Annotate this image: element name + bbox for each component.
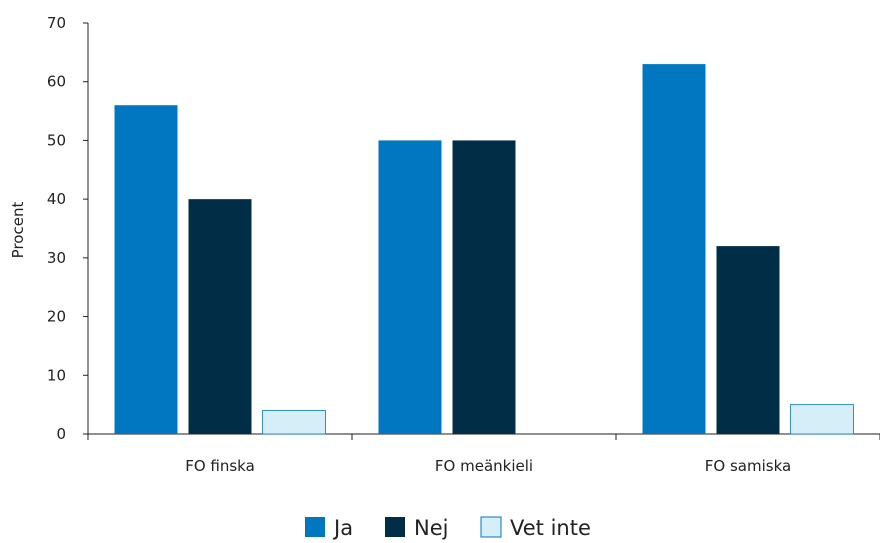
bar-ja-1 bbox=[114, 105, 178, 434]
y-tick-label: 10 bbox=[47, 366, 66, 384]
y-tick-label: 40 bbox=[47, 190, 66, 208]
bars bbox=[114, 64, 854, 435]
bar-vet-inte-3 bbox=[790, 404, 854, 435]
legend-swatch-nej bbox=[385, 517, 405, 537]
y-axis-title: Procent bbox=[9, 202, 27, 259]
legend-swatch-ja bbox=[305, 517, 325, 537]
y-axis: 0 10 20 30 40 50 60 70 bbox=[47, 14, 89, 443]
y-tick-label: 30 bbox=[47, 249, 66, 267]
x-tick-label: FO samiska bbox=[705, 457, 791, 475]
bar-nej-1 bbox=[188, 199, 252, 434]
x-axis: FO finska FO meänkieli FO samiska bbox=[87, 433, 880, 475]
legend-swatch-vet-inte bbox=[480, 516, 502, 538]
y-tick-label: 50 bbox=[47, 131, 66, 149]
bar-ja-2 bbox=[378, 140, 442, 434]
y-tick-label: 60 bbox=[47, 73, 66, 91]
y-tick-label: 0 bbox=[56, 425, 66, 443]
legend: Ja Nej Vet inte bbox=[305, 516, 591, 540]
bar-nej-2 bbox=[452, 140, 516, 434]
legend-label: Nej bbox=[414, 516, 448, 540]
legend-label: Vet inte bbox=[510, 516, 591, 540]
bar-ja-3 bbox=[642, 64, 706, 434]
bar-vet-inte-1 bbox=[262, 410, 326, 435]
y-tick-label: 70 bbox=[47, 14, 66, 32]
bar-nej-3 bbox=[716, 246, 780, 434]
legend-label: Ja bbox=[332, 516, 353, 540]
x-tick-label: FO finska bbox=[185, 457, 255, 475]
y-tick-label: 20 bbox=[47, 308, 66, 326]
x-tick-label: FO meänkieli bbox=[435, 457, 533, 475]
